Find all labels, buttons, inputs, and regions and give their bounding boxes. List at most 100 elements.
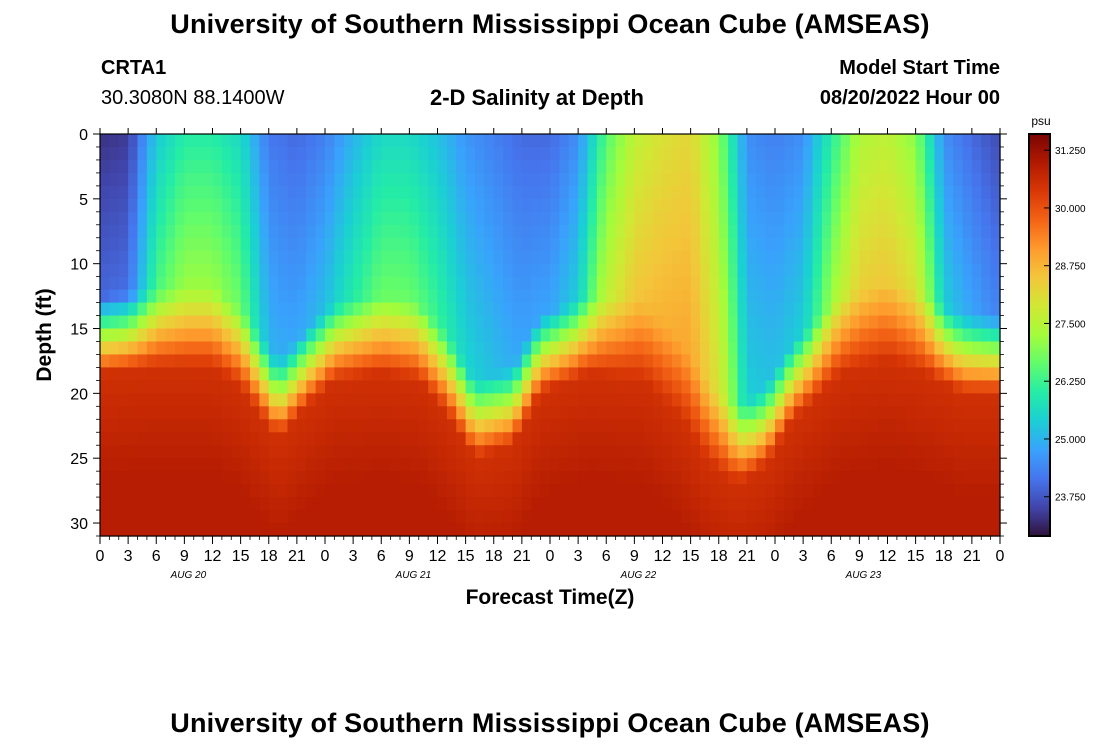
heatmap-cell <box>831 393 842 407</box>
heatmap-cell <box>784 263 795 278</box>
heatmap-cell <box>840 406 851 420</box>
heatmap-cell <box>390 354 401 369</box>
heatmap-cell <box>700 471 710 485</box>
heatmap-cell <box>943 497 954 511</box>
heatmap-cell <box>446 250 457 265</box>
heatmap-cell <box>850 341 860 356</box>
heatmap-cell <box>446 484 457 498</box>
heatmap-cell <box>446 315 457 330</box>
heatmap-cell <box>250 471 260 485</box>
heatmap-cell <box>559 172 570 187</box>
heatmap-cell <box>643 289 654 304</box>
heatmap-cell <box>156 289 167 304</box>
heatmap-cell <box>175 419 185 433</box>
heatmap-cell <box>212 406 223 420</box>
heatmap-cell <box>662 458 673 472</box>
heatmap-cell <box>653 237 664 252</box>
heatmap-cell <box>643 484 654 498</box>
x-tick-label: 18 <box>935 548 953 565</box>
heatmap-cell <box>268 159 279 174</box>
heatmap-cell <box>165 367 176 381</box>
heatmap-cell <box>409 276 420 291</box>
heatmap-cell <box>193 302 204 317</box>
heatmap-cell <box>334 380 345 394</box>
heatmap-cell <box>634 172 645 187</box>
heatmap-cell <box>334 484 345 498</box>
heatmap-cell <box>493 211 504 226</box>
heatmap-cell <box>671 198 682 213</box>
heatmap-cell <box>615 263 626 278</box>
heatmap-cell <box>971 315 982 330</box>
heatmap-cell <box>840 302 851 317</box>
heatmap-cell <box>456 211 467 226</box>
heatmap-cell <box>428 367 439 381</box>
heatmap-cell <box>203 134 214 148</box>
heatmap-cell <box>203 328 214 343</box>
heatmap-cell <box>681 185 692 200</box>
heatmap-cell <box>981 198 992 213</box>
heatmap-cell <box>653 224 664 239</box>
heatmap-cell <box>268 354 279 369</box>
heatmap-cell <box>418 263 429 278</box>
heatmap-cell <box>615 302 626 317</box>
heatmap-cell <box>287 484 298 498</box>
heatmap-cell <box>793 172 804 187</box>
heatmap-cell <box>503 523 514 537</box>
heatmap-cell <box>709 497 720 511</box>
heatmap-cell <box>606 380 617 394</box>
heatmap-cell <box>128 523 139 537</box>
heatmap-cell <box>971 211 982 226</box>
heatmap-cell <box>737 445 748 459</box>
heatmap-cell <box>137 315 148 330</box>
heatmap-cell <box>175 341 185 356</box>
heatmap-cell <box>531 380 542 394</box>
heatmap-cell <box>475 510 485 524</box>
heatmap-cell <box>934 185 945 200</box>
heatmap-cell <box>718 302 729 317</box>
heatmap-cell <box>334 172 345 187</box>
heatmap-cell <box>446 393 457 407</box>
heatmap-cell <box>212 393 223 407</box>
heatmap-cell <box>287 354 298 369</box>
heatmap-cell <box>756 276 767 291</box>
heatmap-cell <box>728 237 739 252</box>
heatmap-cell <box>325 328 335 343</box>
heatmap-cell <box>343 484 354 498</box>
heatmap-cell <box>962 523 973 537</box>
heatmap-cell <box>868 497 879 511</box>
heatmap-cell <box>306 523 317 537</box>
heatmap-cell <box>531 497 542 511</box>
heatmap-cell <box>868 471 879 485</box>
heatmap-cell <box>606 458 617 472</box>
heatmap-cell <box>756 380 767 394</box>
heatmap-cell <box>221 172 232 187</box>
heatmap-cell <box>606 341 617 356</box>
heatmap-cell <box>250 341 260 356</box>
heatmap-cell <box>484 458 495 472</box>
heatmap-cell <box>109 237 120 252</box>
heatmap-cell <box>259 367 270 381</box>
heatmap-cell <box>100 406 110 420</box>
heatmap-cell <box>925 276 935 291</box>
heatmap-cell <box>662 497 673 511</box>
heatmap-cell <box>943 406 954 420</box>
heatmap-cell <box>175 497 185 511</box>
heatmap-cell <box>512 393 523 407</box>
heatmap-cell <box>343 393 354 407</box>
heatmap-cell <box>606 172 617 187</box>
heatmap-cell <box>400 315 410 330</box>
heatmap-cell <box>756 315 767 330</box>
heatmap-cell <box>765 497 776 511</box>
heatmap-cell <box>296 172 307 187</box>
heatmap-cell <box>587 328 598 343</box>
heatmap-cell <box>925 224 935 239</box>
heatmap-cell <box>746 497 757 511</box>
heatmap-cell <box>193 419 204 433</box>
heatmap-cell <box>343 419 354 433</box>
heatmap-cell <box>437 302 448 317</box>
heatmap-cell <box>896 302 907 317</box>
heatmap-cell <box>165 159 176 174</box>
heatmap-cell <box>118 302 129 317</box>
heatmap-cell <box>896 198 907 213</box>
heatmap-cell <box>775 328 785 343</box>
